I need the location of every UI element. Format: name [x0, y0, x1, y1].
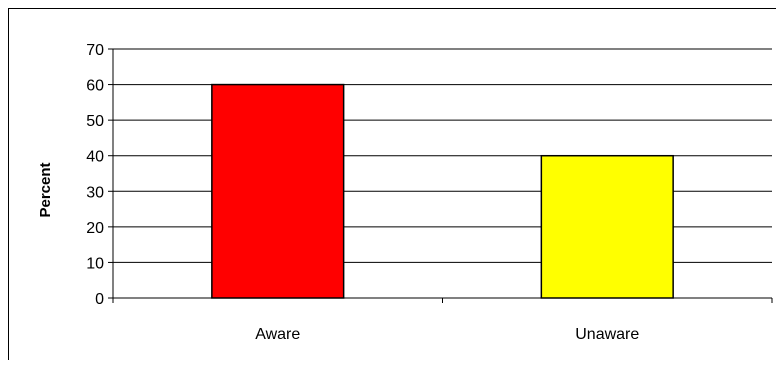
bar-unaware — [540, 154, 674, 299]
y-tick-label: 60 — [86, 78, 104, 95]
y-axis-title: Percent — [37, 162, 54, 217]
x-category-label: Aware — [255, 326, 300, 343]
y-tick-label: 20 — [86, 220, 104, 237]
y-tick-label: 40 — [86, 149, 104, 166]
bars — [211, 83, 674, 299]
bar-aware — [211, 83, 345, 299]
y-tick-label: 30 — [86, 184, 104, 201]
y-tick-label: 50 — [86, 113, 104, 130]
y-tick-label: 10 — [86, 255, 104, 272]
y-tick-label: 0 — [95, 291, 104, 308]
labels: 0 10 20 30 40 50 60 70 Aware Unaware — [86, 42, 639, 343]
axes — [108, 48, 773, 303]
x-category-label: Unaware — [575, 326, 639, 343]
y-tick-label: 70 — [86, 42, 104, 59]
